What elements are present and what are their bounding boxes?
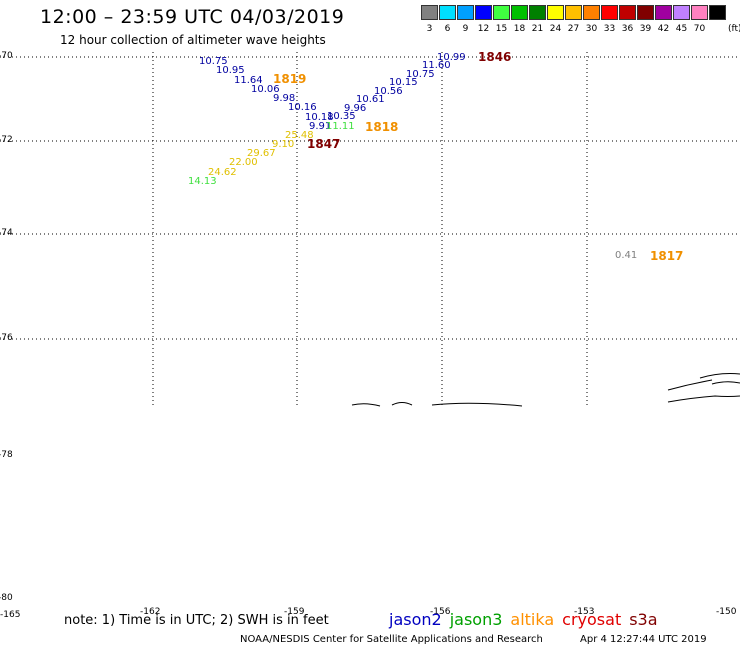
scale-label: 39 xyxy=(639,24,652,34)
wave-value-jason2: 10.35 xyxy=(327,111,356,122)
wave-value-cryosat: 0.41 xyxy=(615,250,638,261)
longitude-label: -162 xyxy=(140,607,161,617)
wave-value-altika: 24.62 xyxy=(208,167,237,178)
scale-swatch xyxy=(655,5,672,20)
pass-number-label: 1818 xyxy=(365,120,399,134)
wave-value-jason2: 10.99 xyxy=(437,52,466,63)
wave-value-jason2: 9.96 xyxy=(344,103,367,114)
wave-value-jason2: 10.75 xyxy=(406,69,435,80)
coastline xyxy=(351,373,740,407)
generation-timestamp: Apr 4 12:27:44 UTC 2019 xyxy=(580,634,707,645)
credit-line: NOAA/NESDIS Center for Satellite Applica… xyxy=(240,634,543,645)
latitude-label: -80 xyxy=(0,593,13,603)
latitude-label: -72 xyxy=(0,135,13,145)
scale-swatch xyxy=(511,5,528,20)
scale-label: 18 xyxy=(513,24,526,34)
scale-label: 70 xyxy=(693,24,706,34)
wave-value-jason2: 11.64 xyxy=(234,75,263,86)
wave-value-jason2: 10.18 xyxy=(305,112,334,123)
pass-number-label: 1847 xyxy=(307,137,341,151)
wave-value-jason3: 14.13 xyxy=(188,176,217,187)
longitude-label: -156 xyxy=(430,607,451,617)
satellite-legend: jason2 jason3 altika cryosat s3a xyxy=(389,610,666,629)
wave-value-jason2: 11.60 xyxy=(422,60,451,71)
longitude-label: -165 xyxy=(0,610,21,620)
scale-label: 36 xyxy=(621,24,634,34)
wave-value-jason2: 10.61 xyxy=(356,94,385,105)
scale-label: 33 xyxy=(603,24,616,34)
scale-swatch xyxy=(619,5,636,20)
scale-label: 45 xyxy=(675,24,688,34)
latitude-label: -70 xyxy=(0,51,13,61)
scale-label: 12 xyxy=(477,24,490,34)
longitude-label: -153 xyxy=(574,607,595,617)
scale-swatch xyxy=(493,5,510,20)
scale-swatch xyxy=(691,5,708,20)
scale-swatch xyxy=(565,5,582,20)
wave-value-altika: 25.48 xyxy=(285,130,314,141)
wave-value-jason2: 10.16 xyxy=(288,102,317,113)
scale-swatch xyxy=(529,5,546,20)
scale-label: 42 xyxy=(657,24,670,34)
legend-entry-jason2: jason2 xyxy=(389,610,442,629)
scale-swatch xyxy=(457,5,474,20)
scale-swatch xyxy=(637,5,654,20)
scale-swatch xyxy=(421,5,438,20)
map-title: 12:00 – 23:59 UTC 04/03/2019 xyxy=(40,6,345,28)
latitude-label: -78 xyxy=(0,450,13,460)
scale-swatch xyxy=(439,5,456,20)
scale-label: 3 xyxy=(426,24,433,34)
scale-label: 30 xyxy=(585,24,598,34)
scale-label: 9 xyxy=(462,24,469,34)
scale-swatch xyxy=(673,5,690,20)
longitude-label: -159 xyxy=(284,607,305,617)
scale-label: 6 xyxy=(444,24,451,34)
scale-swatch xyxy=(709,5,726,20)
scale-unit-label: (ft) xyxy=(728,24,740,34)
legend-entry-altika: altika xyxy=(510,610,555,629)
wave-value-jason2: 10.75 xyxy=(199,56,228,67)
scale-swatch xyxy=(583,5,600,20)
latitude-label: -76 xyxy=(0,333,13,343)
scale-label: 21 xyxy=(531,24,544,34)
footer-note: note: 1) Time is in UTC; 2) SWH is in fe… xyxy=(64,613,329,628)
latitude-label: -74 xyxy=(0,228,13,238)
wave-value-altika: 29.67 xyxy=(247,148,276,159)
scale-label: 24 xyxy=(549,24,562,34)
wave-value-altika: 22.00 xyxy=(229,157,258,168)
wave-value-jason2: 9.98 xyxy=(273,93,296,104)
longitude-label: -150 xyxy=(716,607,737,617)
wave-value-jason2: 10.15 xyxy=(389,77,418,88)
pass-number-label: 1819 xyxy=(273,72,307,86)
wave-value-altika: 9.10 xyxy=(272,139,295,150)
scale-label: 27 xyxy=(567,24,580,34)
legend-entry-s3a: s3a xyxy=(629,610,658,629)
wave-value-jason2: 10.06 xyxy=(251,84,280,95)
legend-entry-jason3: jason3 xyxy=(449,610,503,629)
pass-number-label: 1846 xyxy=(478,50,512,64)
pass-number-label: 1817 xyxy=(650,249,684,263)
wave-value-jason2: 9.91 xyxy=(309,121,332,132)
scale-swatch xyxy=(475,5,492,20)
legend-entry-cryosat: cryosat xyxy=(562,610,622,629)
scale-swatch xyxy=(547,5,564,20)
lat-lon-gridlines xyxy=(0,52,740,405)
scale-label: 15 xyxy=(495,24,508,34)
scale-swatch xyxy=(601,5,618,20)
wave-value-jason2: 10.95 xyxy=(216,65,245,76)
wave-value-jason3: 11.11 xyxy=(326,121,355,132)
wave-value-jason2: 10.56 xyxy=(374,86,403,97)
map-subtitle: 12 hour collection of altimeter wave hei… xyxy=(60,33,326,47)
